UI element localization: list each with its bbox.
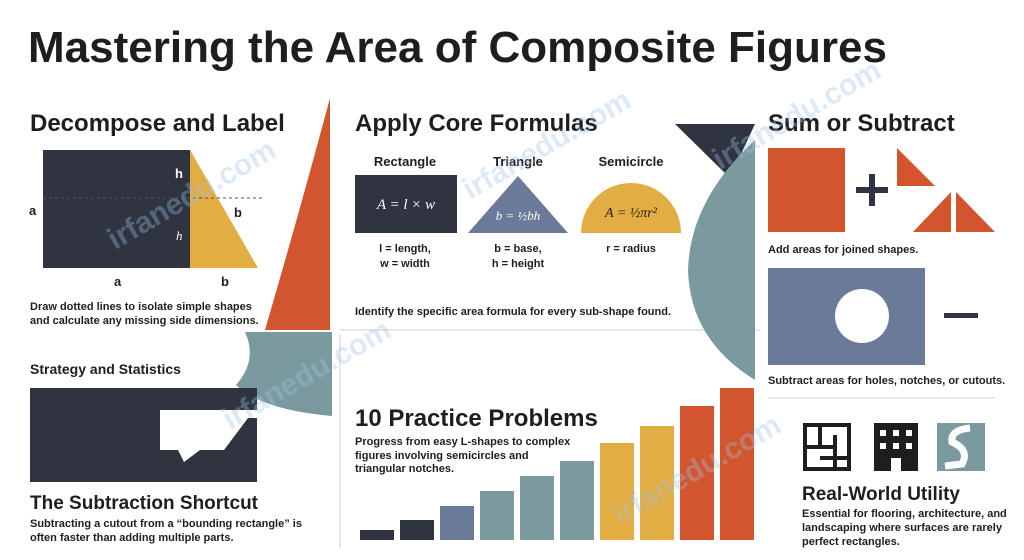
- dimension-label: a: [114, 274, 122, 289]
- progress-bar: [520, 476, 554, 540]
- formula-note: r = radius: [606, 243, 656, 255]
- shape-name: Rectangle: [374, 154, 436, 169]
- icon-part: [906, 443, 912, 449]
- icon-part: [880, 430, 886, 436]
- subheading: The Subtraction Shortcut: [30, 493, 259, 514]
- triangle-shape: [468, 176, 568, 233]
- progress-bar: [640, 426, 674, 540]
- caption: perfect rectangles.: [802, 536, 900, 548]
- dimension-label: b: [221, 274, 229, 289]
- progress-bar: [480, 491, 514, 540]
- progress-bar: [400, 520, 434, 540]
- section-heading: 10 Practice Problems: [355, 405, 598, 432]
- section-heading: Sum or Subtract: [768, 110, 955, 137]
- path-icon: [937, 423, 985, 471]
- section-heading: Decompose and Label: [30, 110, 285, 137]
- icon-part: [893, 430, 899, 436]
- icon-part: [880, 443, 886, 449]
- quarter-shape: [236, 332, 332, 416]
- shape-name: Semicircle: [598, 154, 663, 169]
- section-heading: Apply Core Formulas: [355, 110, 598, 137]
- caption: figures involving semicircles and: [355, 450, 529, 462]
- progress-bar: [720, 388, 754, 540]
- title: Mastering the Area of Composite Figures: [28, 23, 887, 72]
- icon-part: [891, 458, 901, 471]
- semicircle-shape: [581, 183, 681, 233]
- blade-shape: [688, 140, 755, 380]
- progress-bars: [360, 388, 754, 540]
- cutout-shape: [30, 388, 257, 482]
- caption: Essential for flooring, architecture, an…: [802, 508, 1007, 520]
- rectangle-shape: [43, 150, 190, 268]
- progress-bar: [600, 443, 634, 540]
- progress-bar: [440, 506, 474, 540]
- formula: A = ½πr²: [604, 206, 658, 221]
- minus-icon: [944, 313, 978, 318]
- caption: Subtract areas for holes, notches, or cu…: [768, 375, 1005, 387]
- dimension-label: h: [176, 228, 183, 243]
- dimension-label: b: [234, 205, 242, 220]
- caption: Subtracting a cutout from a “bounding re…: [30, 518, 302, 530]
- caption: often faster than adding multiple parts.: [30, 532, 234, 544]
- formula-note: b = base,: [494, 243, 541, 255]
- hole: [835, 289, 889, 343]
- floorplan-icon: [803, 423, 851, 471]
- shape-name: Triangle: [493, 154, 543, 169]
- triangle-piece: [956, 192, 995, 232]
- building-icon: [874, 423, 918, 471]
- icon-part: [944, 424, 971, 470]
- formula: b = ½bh: [496, 208, 541, 223]
- section-heading: Real-World Utility: [802, 484, 960, 505]
- dimension-label: h: [175, 166, 183, 181]
- plus-icon: [869, 174, 875, 206]
- icon-part: [805, 425, 849, 469]
- formula-note: h = height: [492, 258, 545, 270]
- dimension-label: a: [29, 203, 37, 218]
- progress-bar: [560, 461, 594, 540]
- icon-part: [906, 430, 912, 436]
- caption: Identify the specific area formula for e…: [355, 306, 671, 318]
- caption: landscaping where surfaces are rarely: [802, 522, 1003, 534]
- icon-part: [893, 443, 899, 449]
- rectangle-shape: [355, 175, 457, 233]
- progress-bar: [360, 530, 394, 540]
- formula: A = l × w: [376, 197, 435, 213]
- triangle-shape: [190, 150, 258, 268]
- caption: Add areas for joined shapes.: [768, 244, 918, 256]
- caption: Draw dotted lines to isolate simple shap…: [30, 301, 252, 313]
- formula-note: w = width: [379, 258, 430, 270]
- progress-bar: [680, 406, 714, 540]
- sail-shape: [265, 98, 330, 330]
- triangle-piece: [897, 148, 935, 186]
- caption: Progress from easy L-shapes to complex: [355, 436, 571, 448]
- triangle-piece: [913, 192, 951, 232]
- square-shape: [768, 148, 845, 232]
- watermark: irfanedu.com: [457, 83, 637, 206]
- section-heading: Strategy and Statistics: [30, 361, 181, 377]
- caption: triangular notches.: [355, 463, 454, 475]
- formula-note: l = length,: [379, 243, 431, 255]
- caption: and calculate any missing side dimension…: [30, 315, 259, 327]
